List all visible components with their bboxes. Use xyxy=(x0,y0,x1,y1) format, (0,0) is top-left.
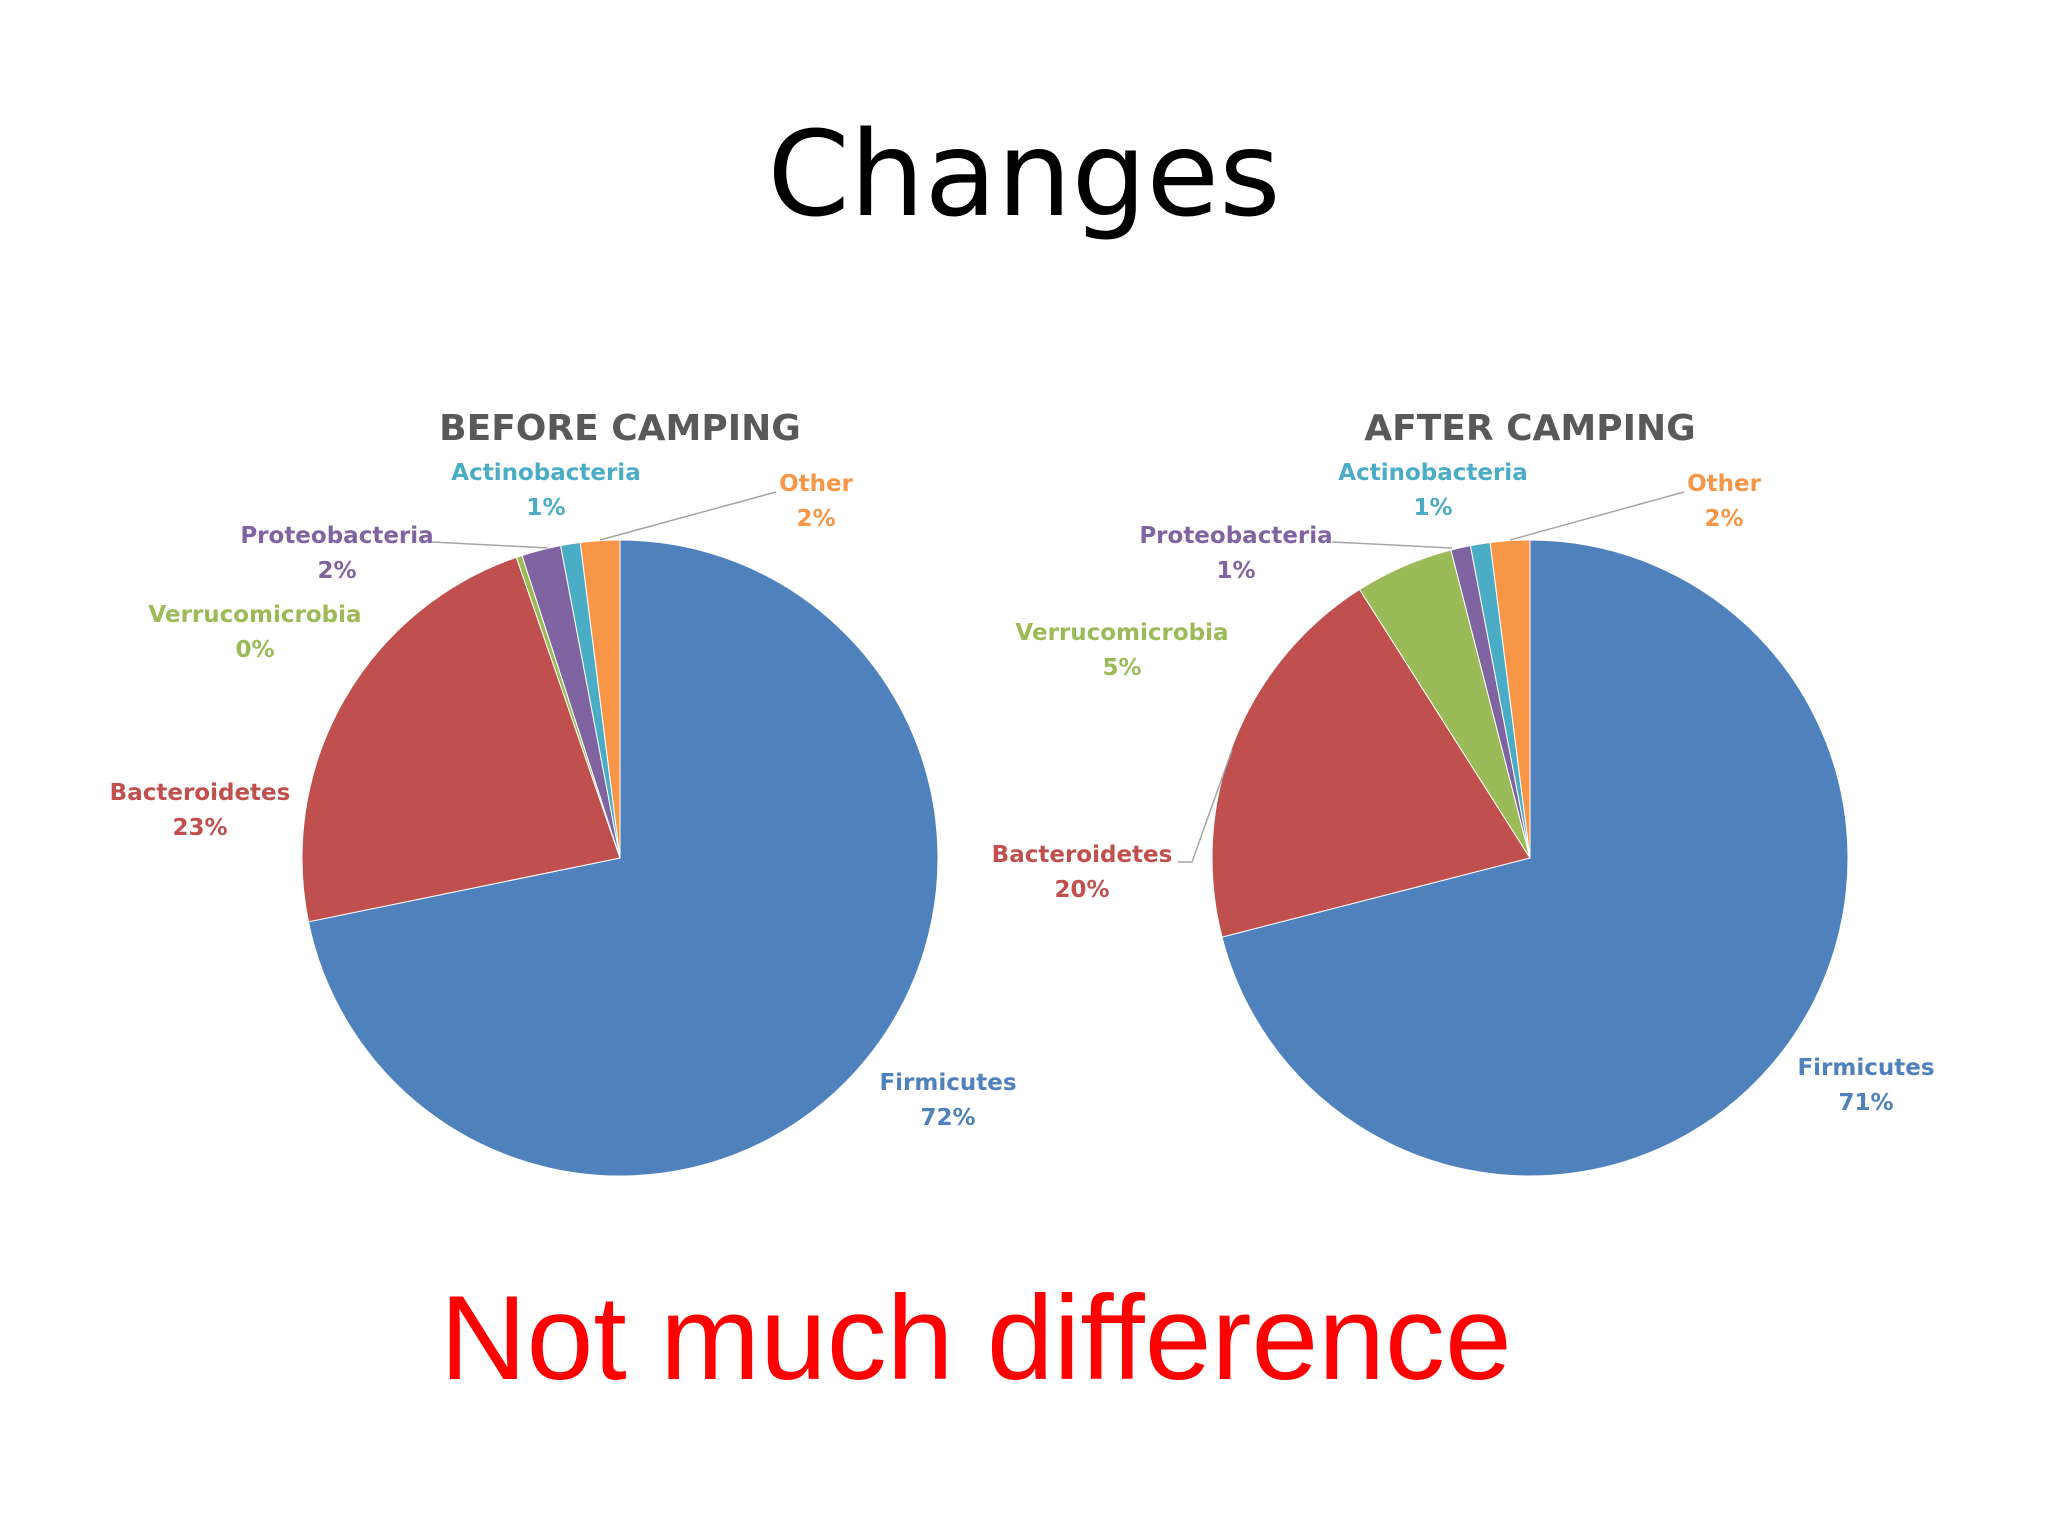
before-slice-bacteroidetes xyxy=(301,556,621,923)
before-leader-other xyxy=(599,491,777,541)
before-value-firmicutes: 72% xyxy=(920,1105,975,1131)
after-value-actinobacteria: 1% xyxy=(1413,495,1452,521)
before-label-proteobacteria: Proteobacteria xyxy=(240,523,433,549)
before-label-bacteroidetes: Bacteroidetes xyxy=(110,780,291,806)
before-value-actinobacteria: 1% xyxy=(526,495,565,521)
before-slice-firmicutes xyxy=(307,539,939,1177)
after-leader-other xyxy=(1509,491,1685,541)
after-leader-bacteroidetes xyxy=(1178,749,1233,863)
before-value-other: 2% xyxy=(796,506,835,532)
after-leader-proteobacteria xyxy=(1331,541,1453,549)
after-slice-other xyxy=(1489,539,1531,859)
slide-title: Changes xyxy=(767,105,1281,243)
after-value-other: 2% xyxy=(1704,506,1743,532)
before-value-verrucomicrobia: 0% xyxy=(235,637,274,663)
before-slice-other xyxy=(579,539,621,859)
before-label-other: Other xyxy=(779,471,854,497)
before-value-bacteroidetes: 23% xyxy=(172,815,227,841)
before-label-verrucomicrobia: Verrucomicrobia xyxy=(148,602,361,628)
after-label-verrucomicrobia: Verrucomicrobia xyxy=(1015,620,1228,646)
before-label-actinobacteria: Actinobacteria xyxy=(451,460,640,486)
before-label-firmicutes: Firmicutes xyxy=(879,1070,1016,1096)
after-value-verrucomicrobia: 5% xyxy=(1102,655,1141,681)
after-label-bacteroidetes: Bacteroidetes xyxy=(992,842,1173,868)
after-label-proteobacteria: Proteobacteria xyxy=(1139,523,1332,549)
after-label-actinobacteria: Actinobacteria xyxy=(1338,460,1527,486)
conclusion-note: Not much difference xyxy=(440,1271,1512,1405)
before-leader-proteobacteria xyxy=(431,541,549,549)
after-slice-bacteroidetes xyxy=(1211,588,1531,938)
after-value-firmicutes: 71% xyxy=(1838,1090,1893,1116)
after-label-other: Other xyxy=(1687,471,1762,497)
after-label-firmicutes: Firmicutes xyxy=(1797,1055,1934,1081)
before-chart-title: BEFORE CAMPING xyxy=(439,408,801,449)
after-chart-title: AFTER CAMPING xyxy=(1364,408,1695,449)
after-slice-firmicutes xyxy=(1221,539,1849,1177)
after-value-proteobacteria: 1% xyxy=(1216,558,1255,584)
after-value-bacteroidetes: 20% xyxy=(1054,877,1109,903)
before-value-proteobacteria: 2% xyxy=(317,558,356,584)
